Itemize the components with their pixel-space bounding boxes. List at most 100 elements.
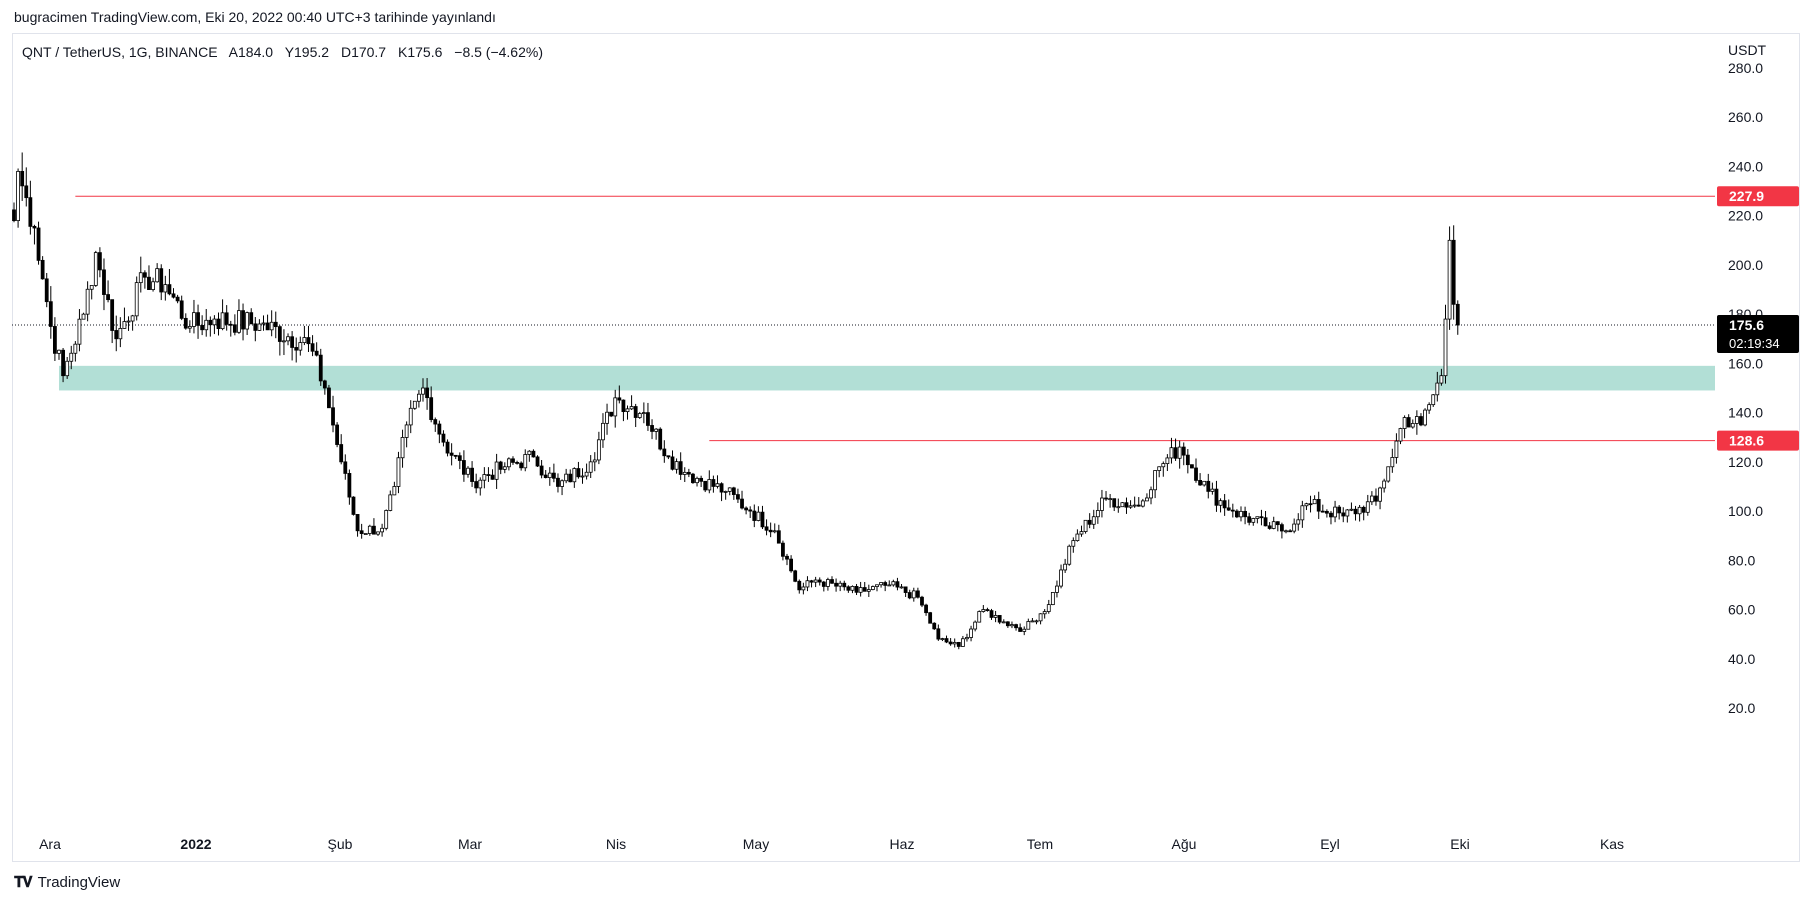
- candle: [466, 466, 470, 478]
- candle: [621, 399, 626, 422]
- candle: [1378, 486, 1382, 510]
- chart-frame: [12, 33, 1800, 862]
- candle: [891, 579, 896, 587]
- candle: [400, 429, 405, 468]
- candle: [1116, 498, 1121, 513]
- candle: [1026, 618, 1031, 630]
- candle: [1124, 497, 1129, 514]
- candle: [592, 452, 597, 472]
- candle: [793, 569, 798, 583]
- candle: [1365, 494, 1370, 516]
- candle: [1018, 623, 1023, 632]
- candle: [924, 603, 928, 616]
- candle: [1455, 300, 1460, 335]
- candle: [1206, 473, 1211, 499]
- legend-open: A184.0: [228, 44, 274, 60]
- y-tick-label: 200.0: [1728, 257, 1763, 273]
- candle: [813, 576, 818, 588]
- candle: [1038, 613, 1043, 625]
- candle: [36, 221, 41, 265]
- candle: [1275, 521, 1280, 532]
- candle: [196, 304, 200, 339]
- candle: [936, 624, 941, 641]
- legend-change: −8.5 (−4.62%): [454, 44, 543, 60]
- candle: [605, 403, 609, 435]
- symbol-legend: QNT / TetherUS, 1G, BINANCE A184.0 Y195.…: [22, 44, 551, 60]
- candle: [1308, 495, 1313, 513]
- candle: [265, 314, 270, 331]
- y-axis[interactable]: 280.0260.0240.0220.0200.0180.0160.0140.0…: [1728, 60, 1763, 716]
- candle: [1414, 410, 1419, 435]
- candle: [629, 395, 634, 411]
- candle: [1288, 529, 1292, 533]
- candle: [187, 320, 192, 333]
- candle: [699, 475, 704, 488]
- candle: [130, 314, 135, 331]
- candle: [1132, 496, 1137, 508]
- candle: [1214, 480, 1219, 512]
- candle: [1145, 493, 1149, 502]
- candle: [1259, 509, 1264, 526]
- candle: [318, 348, 323, 386]
- candle: [1353, 505, 1358, 521]
- candle: [1198, 473, 1202, 486]
- y-tick-label: 160.0: [1728, 355, 1763, 371]
- candle: [1161, 461, 1166, 477]
- candle: [711, 475, 716, 493]
- candle: [1292, 518, 1297, 534]
- candle: [1005, 621, 1010, 628]
- candle: [1010, 621, 1014, 629]
- candle: [866, 584, 871, 597]
- candle: [858, 581, 863, 597]
- candle: [1222, 494, 1227, 516]
- x-tick-label: Nis: [606, 836, 626, 852]
- candle: [1398, 427, 1403, 445]
- candle: [192, 299, 196, 334]
- candle: [171, 288, 176, 299]
- candle: [24, 167, 29, 207]
- candle: [1320, 504, 1325, 513]
- candle: [956, 641, 961, 650]
- candle: [335, 422, 340, 448]
- candle: [1329, 510, 1333, 525]
- candle: [719, 482, 724, 502]
- candle: [776, 524, 781, 544]
- x-axis[interactable]: Ara 2022 Şub Mar Nis May Haz Tem Ağu Eyl Eki Kas: [39, 836, 1624, 852]
- candle: [1333, 500, 1337, 523]
- y-tick-label: 240.0: [1728, 158, 1763, 174]
- last-price-tag: 175.6 02:19:34: [1717, 314, 1799, 353]
- candle: [1112, 498, 1117, 512]
- y-tick-label: 100.0: [1728, 503, 1763, 519]
- candle: [973, 620, 978, 632]
- candle: [838, 580, 843, 592]
- candle: [797, 579, 802, 594]
- legend-symbol[interactable]: QNT / TetherUS, 1G, BINANCE: [22, 44, 218, 60]
- candle: [511, 456, 515, 465]
- candle: [208, 316, 213, 337]
- candle: [228, 320, 233, 337]
- candle: [412, 400, 417, 410]
- x-tick-label: May: [743, 836, 769, 852]
- candle: [204, 308, 209, 337]
- candle: [1361, 505, 1366, 521]
- candle: [854, 583, 859, 596]
- candle: [1095, 502, 1100, 524]
- candle: [887, 580, 892, 587]
- candle: [384, 509, 389, 531]
- candle: [1390, 448, 1395, 473]
- footer-brand[interactable]: TradingView: [37, 874, 121, 891]
- candle: [347, 469, 352, 505]
- publish-info: bugracimen TradingView.com, Eki 20, 2022…: [14, 9, 496, 25]
- candle: [106, 280, 110, 303]
- candle: [915, 587, 920, 599]
- tradingview-logo-icon[interactable]: 𝐓𝐕: [14, 874, 33, 891]
- candle: [580, 468, 585, 484]
- candle: [327, 384, 331, 409]
- candle: [1140, 498, 1145, 508]
- y-tick-label: 120.0: [1728, 454, 1763, 470]
- candle: [1075, 529, 1080, 542]
- y-tick-label: 20.0: [1728, 700, 1755, 716]
- candle: [625, 405, 630, 420]
- candle: [97, 247, 102, 278]
